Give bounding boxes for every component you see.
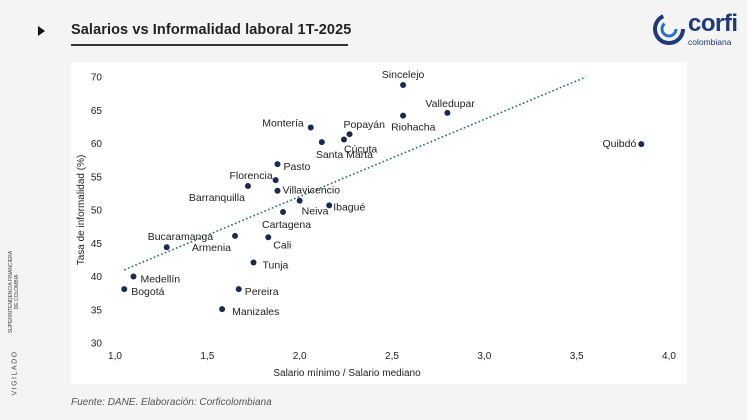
page-title: Salarios vs Informalidad laboral 1T-2025	[71, 22, 352, 38]
point-label: Montería	[262, 118, 304, 130]
data-point	[219, 306, 226, 313]
data-point	[400, 112, 407, 119]
point-label: Florencia	[229, 170, 272, 182]
data-point	[307, 124, 314, 131]
point-label: Valledupar	[425, 98, 475, 110]
y-tick-label: 30	[91, 339, 103, 350]
y-tick-label: 60	[91, 139, 103, 150]
y-tick-label: 40	[91, 272, 103, 283]
data-point	[638, 141, 645, 148]
bullet-arrow-icon	[38, 26, 45, 36]
point-label: Pasto	[284, 161, 311, 173]
point-label: Cúcuta	[344, 144, 377, 156]
x-tick-label: 2,0	[293, 351, 307, 362]
point-label: Manizales	[232, 306, 279, 318]
data-point	[400, 81, 407, 88]
y-tick-label: 50	[91, 206, 103, 217]
logo-word: corfi	[688, 10, 738, 37]
point-label: Quibdó	[602, 138, 636, 150]
data-point	[250, 259, 257, 266]
point-label: Armenia	[192, 242, 231, 254]
data-point	[121, 286, 128, 293]
data-point	[265, 234, 272, 241]
data-point	[318, 139, 325, 146]
y-tick-label: 55	[91, 172, 103, 183]
x-tick-label: 1,0	[108, 351, 122, 362]
y-tick-label: 65	[91, 106, 103, 117]
x-axis-title: Salario mínimo / Salario mediano	[273, 368, 421, 379]
logo-swirl-icon	[653, 13, 685, 45]
title-underline	[71, 44, 348, 46]
x-tick-label: 4,0	[662, 351, 676, 362]
point-label: Santa Marta	[316, 149, 373, 161]
data-point	[272, 177, 279, 184]
chart-card: 1,0 1,5 2,0 2,5 3,0 3,5 4,0 30 35 40 45 50 55 60 65 70 S…	[71, 62, 687, 384]
data-point	[346, 131, 353, 138]
data-point	[444, 109, 451, 116]
point-label: Villavicencio	[283, 185, 341, 197]
point-label: Neiva	[302, 206, 329, 218]
point-label: Tunja	[263, 260, 289, 272]
superintendencia-label: SUPERINTENDENCIA FINANCIERA DE COLOMBIA	[8, 250, 20, 334]
data-point	[274, 187, 281, 194]
point-label: Popayán	[344, 119, 386, 131]
scatter-chart: 1,0 1,5 2,0 2,5 3,0 3,5 4,0 30 35 40 45 50 55 60 65 70 S…	[76, 69, 676, 379]
data-point	[274, 161, 281, 168]
trend-line	[123, 76, 587, 271]
point-label: Barranquilla	[189, 192, 245, 204]
corficolombiana-logo: corfi colombiana	[652, 10, 742, 50]
data-point	[280, 208, 287, 215]
point-label: Cartagena	[262, 219, 311, 231]
source-note: Fuente: DANE. Elaboración: Corficolombia…	[71, 397, 272, 408]
data-point	[130, 273, 137, 280]
point-label: Medellín	[140, 274, 180, 286]
point-label: Sincelejo	[382, 69, 425, 81]
x-tick-label: 2,5	[385, 351, 399, 362]
logo-sub: colombiana	[688, 37, 732, 47]
y-tick-label: 35	[91, 305, 103, 316]
data-point	[235, 286, 242, 293]
point-label: Bucaramanga	[148, 231, 214, 243]
y-axis-title: Tasa de informalidad (%)	[76, 155, 87, 266]
point-label: Pereira	[245, 286, 279, 298]
y-tick-label: 70	[91, 73, 103, 84]
data-point	[244, 183, 251, 190]
x-tick-label: 3,5	[570, 351, 584, 362]
data-point	[232, 232, 239, 239]
data-point	[163, 244, 170, 251]
x-tick-label: 3,0	[477, 351, 491, 362]
data-point	[326, 202, 333, 209]
x-tick-label: 1,5	[200, 351, 214, 362]
point-label: Cali	[273, 239, 291, 251]
point-label: Ibagué	[333, 201, 365, 213]
point-label: Riohacha	[391, 122, 436, 134]
y-tick-label: 45	[91, 239, 103, 250]
data-point	[340, 136, 347, 143]
vigilado-label: VIGILADO	[11, 350, 19, 396]
point-label: Bogotá	[131, 286, 164, 298]
data-point	[296, 197, 303, 204]
